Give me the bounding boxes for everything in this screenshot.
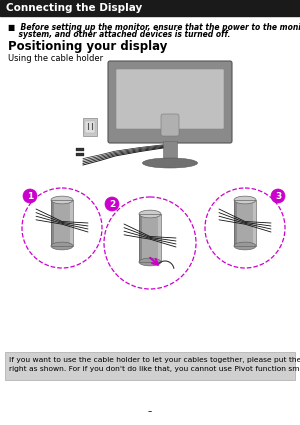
Text: ■  Before setting up the monitor, ensure that the power to the monitor, the comp: ■ Before setting up the monitor, ensure … [8,23,300,32]
Bar [163,141,177,163]
Ellipse shape [234,242,256,250]
Text: 1: 1 [27,192,33,201]
Text: Using the cable holder: Using the cable holder [8,54,103,63]
Ellipse shape [142,158,197,168]
Bar [234,200,256,246]
Polygon shape [253,200,256,246]
Text: system, and other attached devices is turned off.: system, and other attached devices is tu… [8,30,230,39]
Ellipse shape [51,242,73,250]
Ellipse shape [139,258,161,266]
Bar [0,0,300,16]
FancyBboxPatch shape [161,114,179,136]
Text: right as shown. For if you don't do like that, you cannot use Pivot function smo: right as shown. For if you don't do like… [9,366,300,372]
Ellipse shape [139,210,161,218]
Polygon shape [70,200,73,246]
Circle shape [105,197,119,211]
Bar [139,214,161,262]
Bar [85,121,95,133]
Ellipse shape [234,196,256,204]
Circle shape [271,189,285,203]
FancyBboxPatch shape [108,61,232,143]
Bar [51,200,73,246]
FancyBboxPatch shape [116,69,224,129]
Bar [76,153,84,156]
Ellipse shape [51,196,73,204]
Text: –: – [148,408,152,416]
Text: Connecting the Display: Connecting the Display [6,3,142,13]
Text: 3: 3 [275,192,281,201]
Text: 2: 2 [109,199,115,209]
Text: If you want to use the cable holder to let your cables together, please put them: If you want to use the cable holder to l… [9,357,300,363]
Polygon shape [234,200,237,246]
Bar [139,214,161,262]
Text: Positioning your display: Positioning your display [8,40,167,53]
Bar [76,148,84,151]
Bar [51,200,73,246]
Polygon shape [139,214,142,262]
Bar [5,352,295,380]
Polygon shape [51,200,54,246]
Bar [234,200,256,246]
Circle shape [23,189,37,203]
Bar [83,118,97,136]
Polygon shape [158,214,161,262]
